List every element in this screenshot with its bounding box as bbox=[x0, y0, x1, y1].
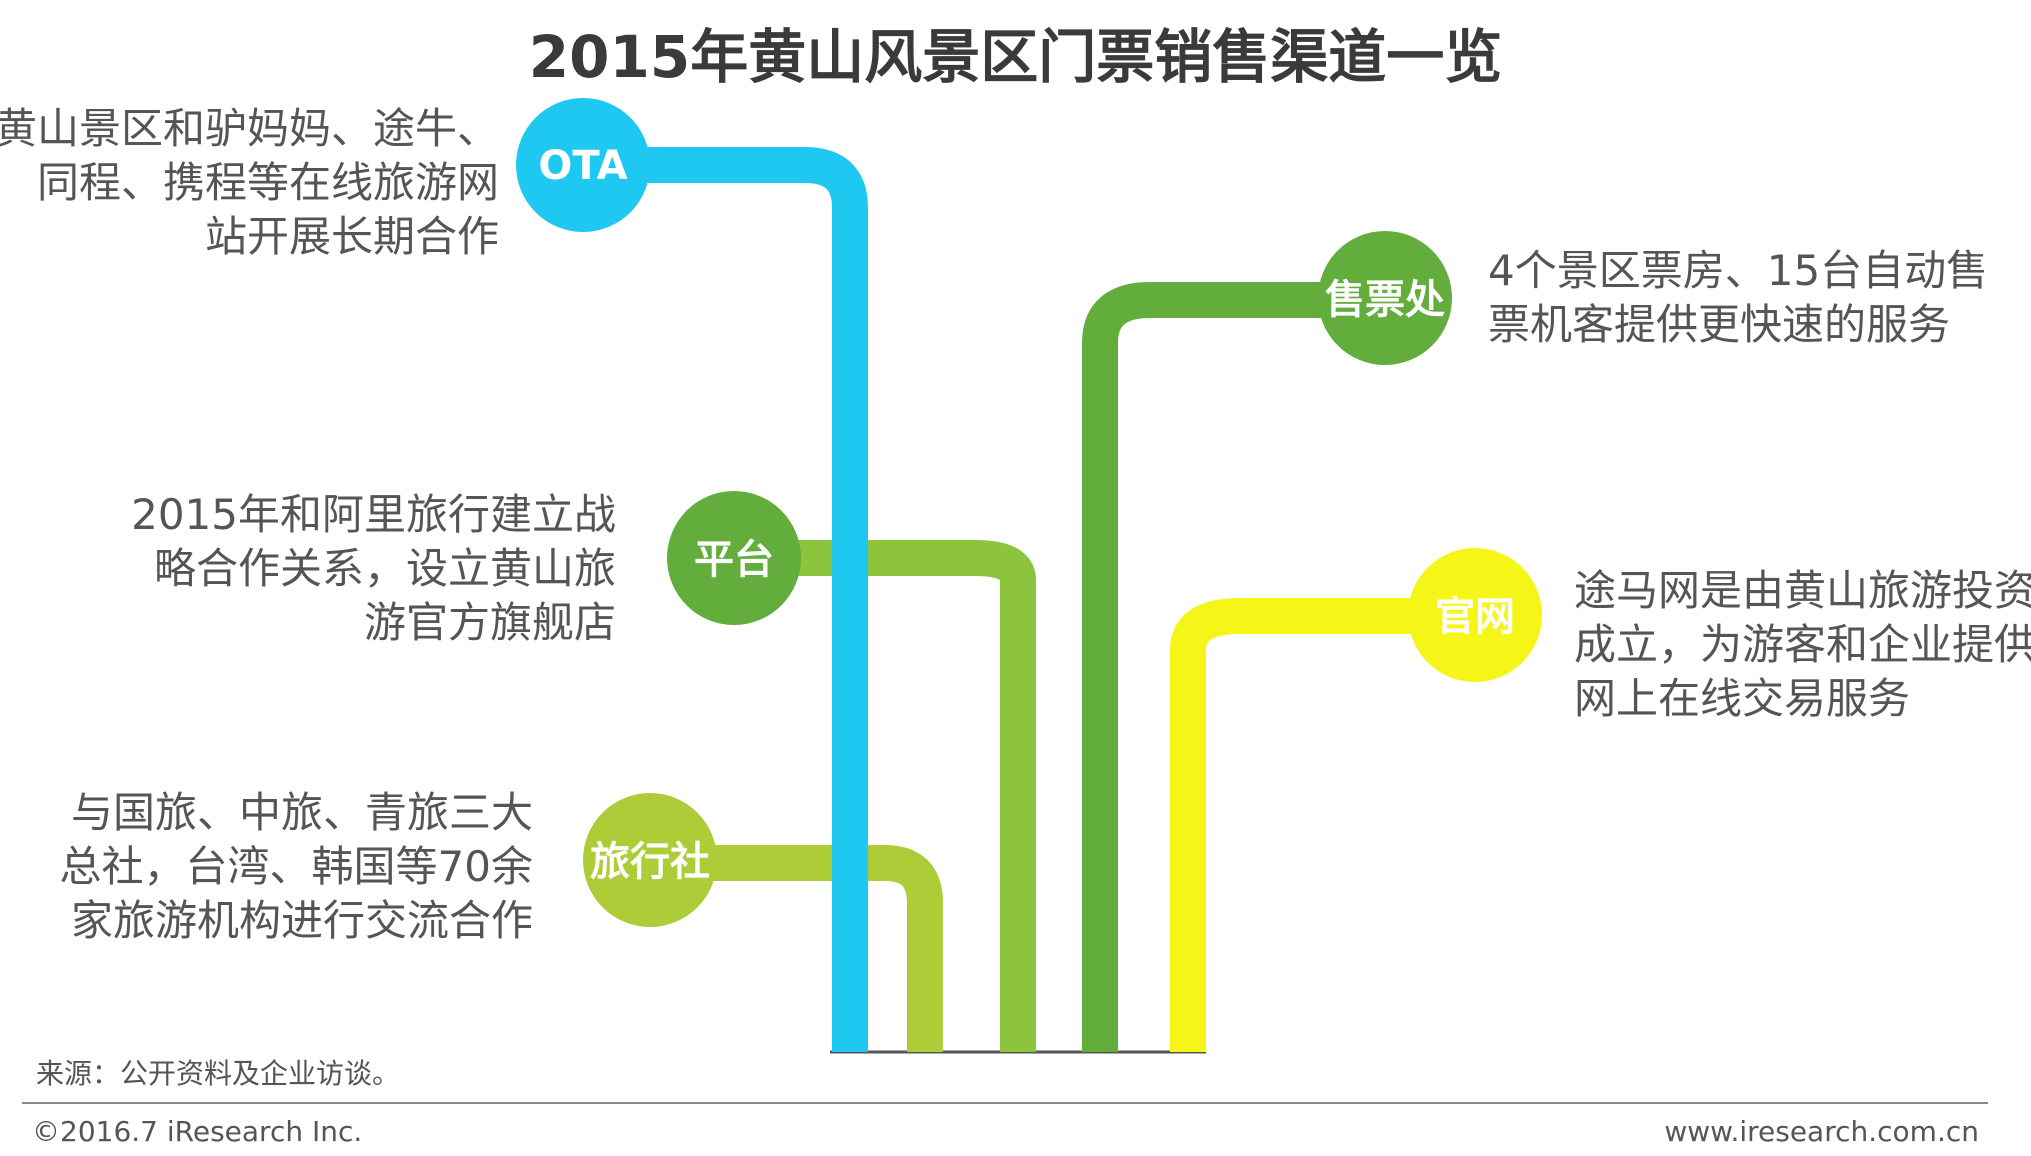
copyright: ©2016.7 iResearch Inc. bbox=[32, 1115, 363, 1148]
official-site-line bbox=[1170, 598, 1460, 1052]
platform-line bbox=[780, 540, 1036, 1052]
footer-divider bbox=[22, 1102, 1988, 1104]
official-site-description: 途马网是由黄山旅游投资 成立，为游客和企业提供 网上在线交易服务 bbox=[1574, 564, 2031, 726]
official-site-node: 官网 bbox=[1408, 548, 1542, 682]
ota-line bbox=[585, 147, 868, 1052]
travel-agency-description: 与国旅、中旅、青旅三大 总社，台湾、韩国等70余 家旅游机构进行交流合作 bbox=[60, 786, 533, 948]
platform-node: 平台 bbox=[667, 491, 801, 625]
official-site-description-line: 网上在线交易服务 bbox=[1574, 674, 1911, 723]
ticket-office-label: 售票处 bbox=[1325, 277, 1445, 323]
platform-description-line: 游官方旗舰店 bbox=[363, 598, 616, 647]
travel-agency-node: 旅行社 bbox=[583, 793, 717, 927]
ticket-office-description: 4个景区票房、15台自动售 票机客提供更快速的服务 bbox=[1488, 244, 1988, 352]
ota-node: OTA bbox=[516, 98, 650, 232]
platform-description: 2015年和阿里旅行建立战 略合作关系，设立黄山旅 游官方旗舰店 bbox=[131, 488, 616, 650]
ota-label: OTA bbox=[538, 143, 627, 189]
page-title: 2015年黄山风景区门票销售渠道一览 bbox=[528, 23, 1503, 91]
travel-agency-description-line: 家旅游机构进行交流合作 bbox=[70, 896, 533, 945]
ota-description-line: 站开展长期合作 bbox=[204, 212, 499, 261]
source-note: 来源：公开资料及企业访谈。 bbox=[36, 1057, 401, 1090]
website-link[interactable]: www.iresearch.com.cn bbox=[1664, 1115, 1979, 1148]
ticket-office-description-line: 4个景区票房、15台自动售 bbox=[1488, 246, 1989, 295]
ota-description-line: 黄山景区和驴妈妈、途牛、 bbox=[0, 104, 499, 153]
travel-agency-label: 旅行社 bbox=[590, 839, 710, 885]
official-site-label: 官网 bbox=[1435, 594, 1515, 640]
ticket-office-line bbox=[1082, 282, 1380, 1052]
ota-description-line: 同程、携程等在线旅游网 bbox=[36, 158, 499, 207]
ota-description: 黄山景区和驴妈妈、途牛、 同程、携程等在线旅游网 站开展长期合作 bbox=[0, 102, 499, 264]
travel-agency-description-line: 与国旅、中旅、青旅三大 bbox=[70, 788, 533, 837]
official-site-description-line: 成立，为游客和企业提供 bbox=[1574, 620, 2031, 669]
official-site-description-line: 途马网是由黄山旅游投资 bbox=[1574, 566, 2031, 615]
platform-description-line: 2015年和阿里旅行建立战 bbox=[131, 490, 616, 539]
ticket-office-node: 售票处 bbox=[1318, 231, 1452, 365]
platform-label: 平台 bbox=[694, 537, 774, 583]
ticket-office-description-line: 票机客提供更快速的服务 bbox=[1488, 300, 1951, 349]
platform-description-line: 略合作关系，设立黄山旅 bbox=[153, 544, 616, 593]
travel-agency-description-line: 总社，台湾、韩国等70余 bbox=[59, 842, 533, 891]
travel-agency-line bbox=[660, 845, 943, 1052]
